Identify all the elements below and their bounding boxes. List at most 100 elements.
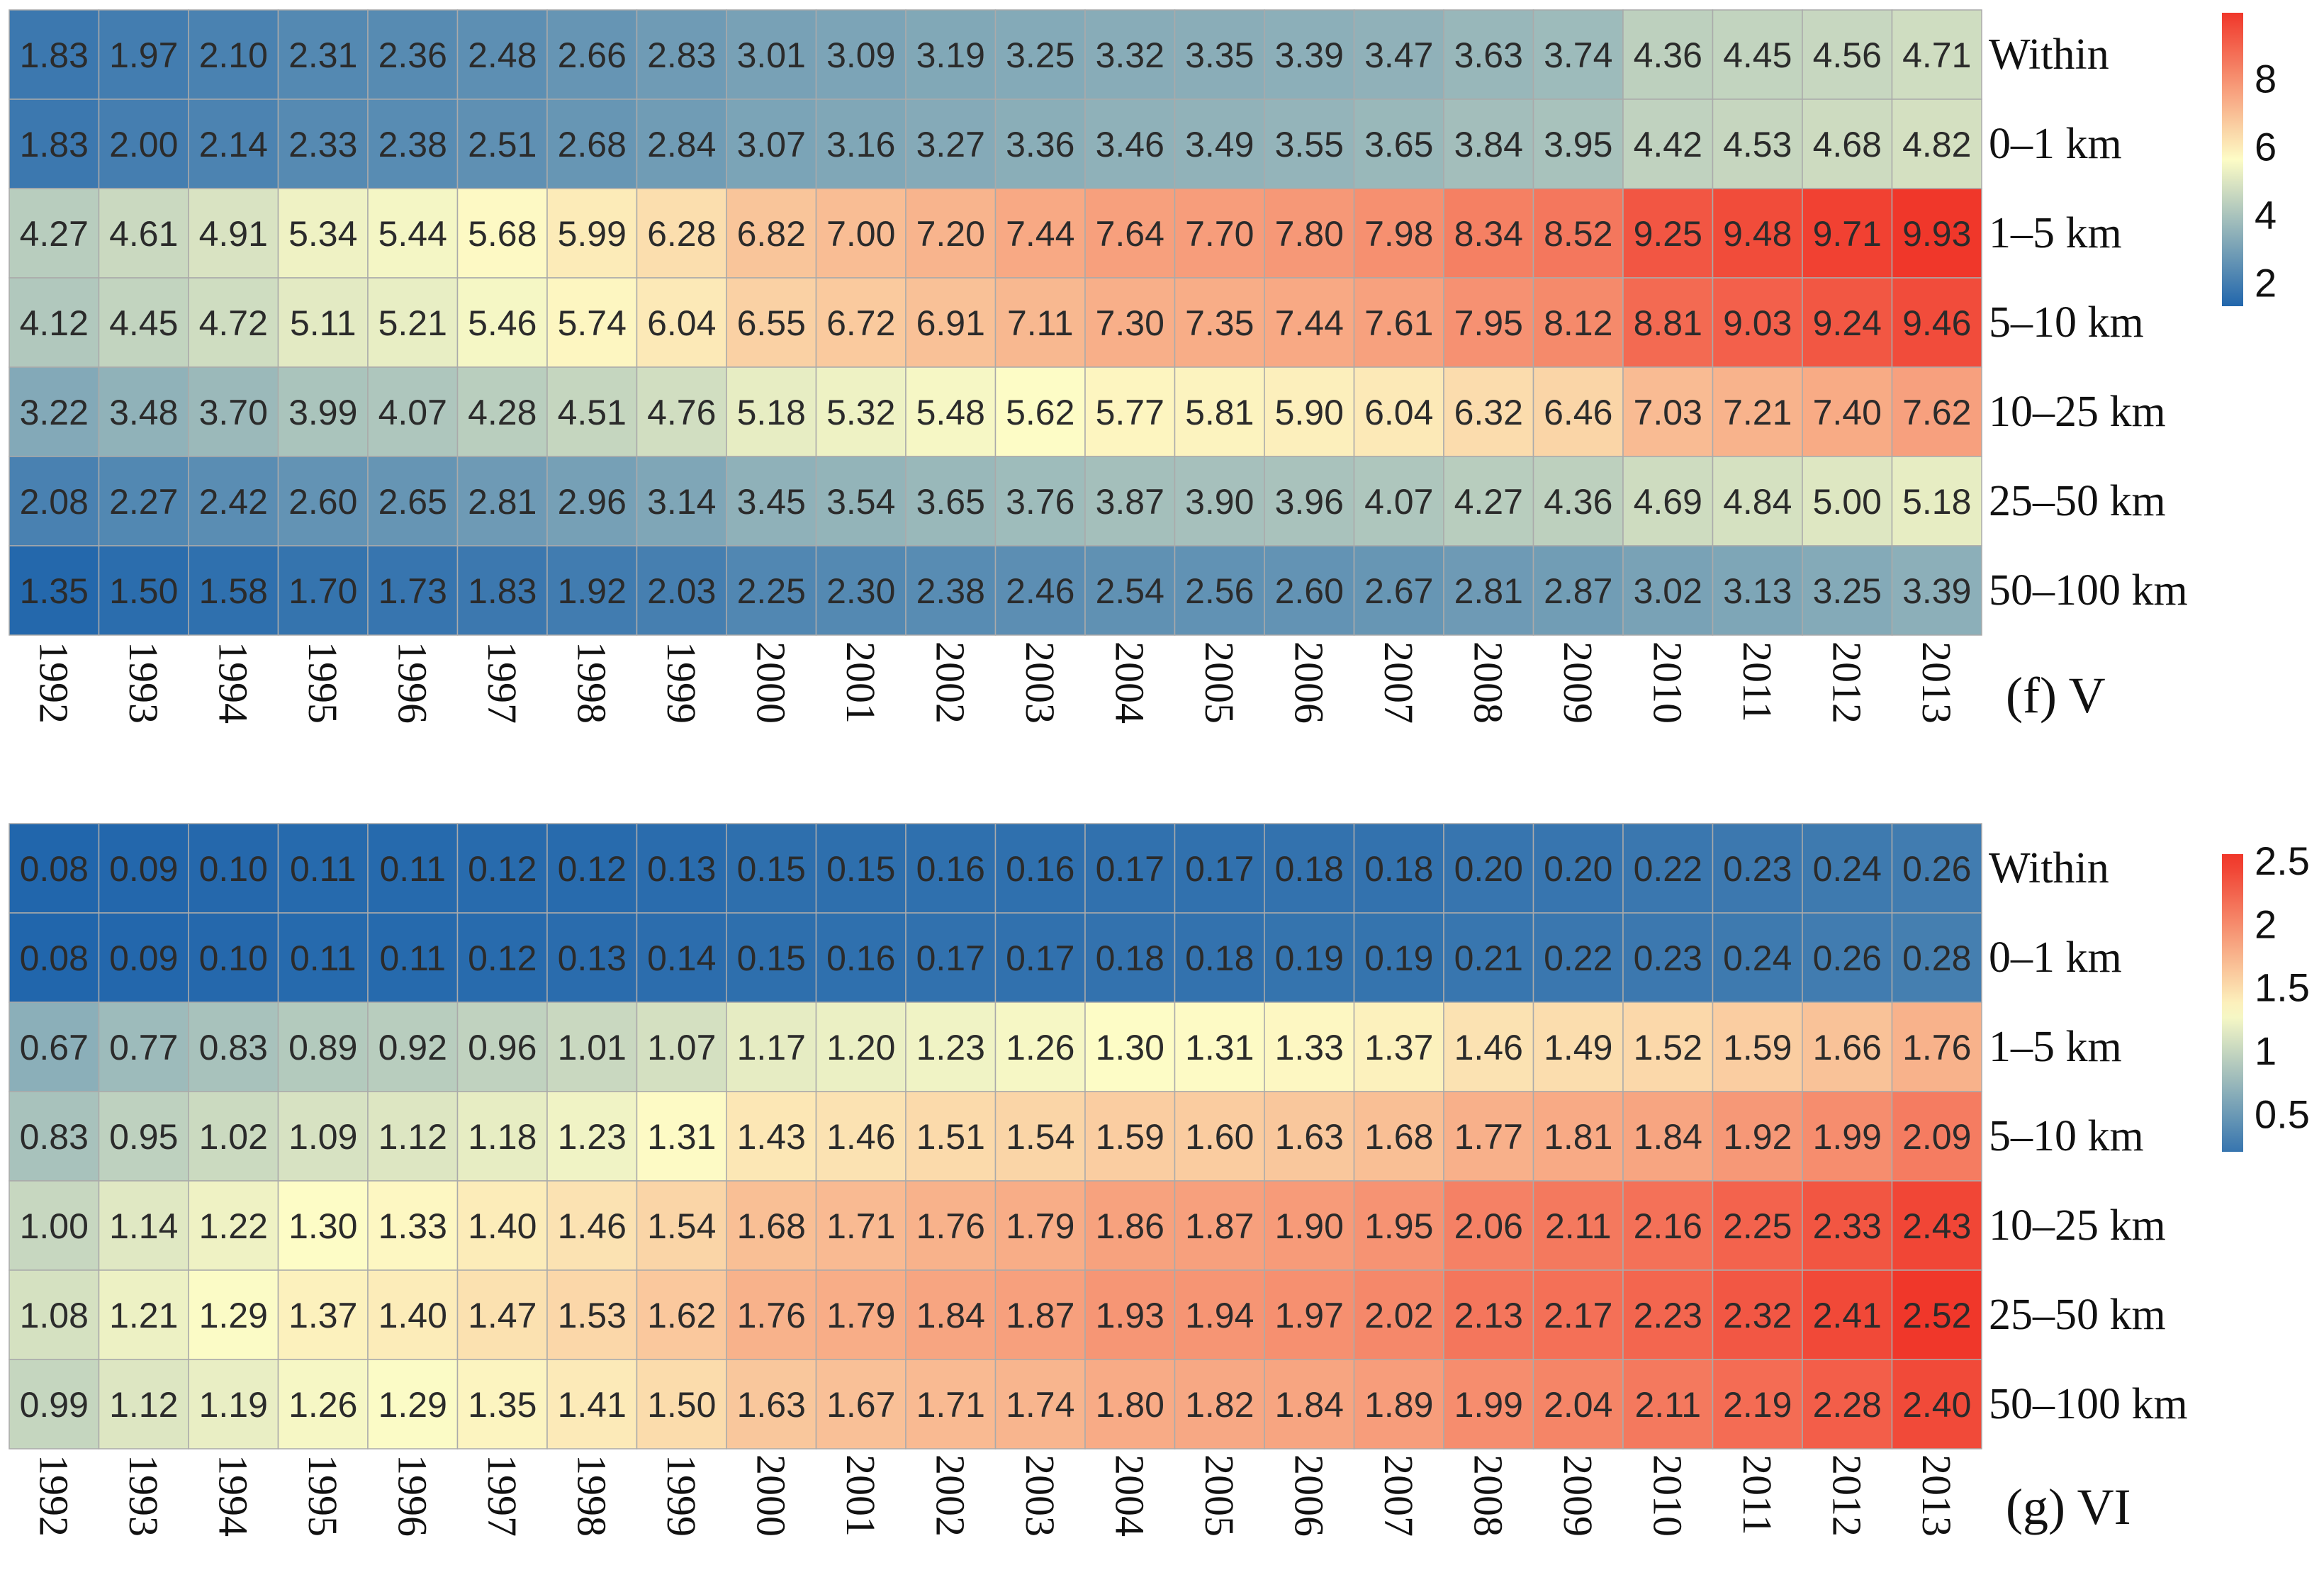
cell-value-label: 4.28 [468,393,537,432]
cell-value-label: 1.97 [1275,1296,1344,1335]
cell-value-label: 1.51 [916,1117,985,1157]
heatmap-cell [1712,823,1803,914]
heatmap-cell [277,1180,369,1271]
cell-value-label: 1.95 [1364,1206,1433,1246]
cell-value-label: 5.18 [1902,482,1971,522]
heatmap-cell [1353,1269,1444,1360]
heatmap-cell [1891,456,1982,546]
colorbar-tick-label: 0.5 [2255,1092,2310,1136]
cell-value-label: 3.25 [1813,571,1882,611]
cell-value-label: 7.80 [1275,214,1344,254]
heatmap-cell [1891,1269,1982,1360]
heatmap-cell [815,545,906,636]
heatmap-cell [1353,456,1444,546]
cell-value-label: 1.33 [378,1206,447,1246]
cell-value-label: 8.34 [1454,214,1523,254]
heatmap-cell [1353,277,1444,368]
heatmap-cell [1802,456,1893,546]
cell-value-label: 5.90 [1275,393,1344,432]
heatmap-cell [1891,545,1982,636]
cell-value-label: 1.82 [1185,1385,1254,1425]
heatmap-cell [815,366,906,457]
cell-value-label: 7.44 [1006,214,1074,254]
cell-value-label: 0.24 [1723,938,1792,978]
year-tick-label: 2001 [838,641,884,724]
cell-value-label: 2.23 [1634,1296,1702,1335]
cell-value-label: 0.21 [1454,938,1523,978]
cell-value-label: 0.08 [20,938,89,978]
heatmap-cell [9,912,100,1003]
cell-value-label: 1.68 [737,1206,806,1246]
cell-value-label: 1.86 [1096,1206,1164,1246]
heatmap-cell [1802,823,1893,914]
cell-value-label: 2.30 [826,571,895,611]
heatmap-cell [1084,277,1176,368]
heatmap-cell [1891,823,1982,914]
cell-value-label: 2.54 [1096,571,1164,611]
heatmap-cell [188,1359,279,1450]
heatmap-cell [456,823,548,914]
heatmap-cell [1712,1002,1803,1092]
cell-value-label: 3.70 [199,393,268,432]
cell-value-label: 2.06 [1454,1206,1523,1246]
heatmap-cell [1622,1180,1714,1271]
cell-value-label: 1.73 [378,571,447,611]
heatmap-cell [98,912,189,1003]
heatmap-cell [1712,545,1803,636]
cell-value-label: 3.27 [916,125,985,164]
cell-value-label: 1.71 [826,1206,895,1246]
heatmap-cell [1264,545,1355,636]
colorbar-tick-label: 2 [2255,902,2277,946]
cell-value-label: 1.35 [20,571,89,611]
heatmap-cell [1712,1359,1803,1450]
heatmap-cell [1174,1359,1265,1450]
year-tick-label: 1997 [479,641,525,724]
heatmap-cell [636,1269,727,1360]
heatmap-cell [1712,366,1803,457]
heatmap-cell [636,9,727,100]
cell-value-label: 1.59 [1096,1117,1164,1157]
heatmap-cell [1712,277,1803,368]
colorbar [2222,854,2243,1152]
heatmap-cell [815,1091,906,1182]
cell-value-label: 3.95 [1544,125,1612,164]
cell-value-label: 0.17 [1185,849,1254,889]
cell-value-label: 1.12 [378,1117,447,1157]
heatmap-cell [1353,99,1444,189]
heatmap-cell [1174,1269,1265,1360]
cell-value-label: 0.09 [109,938,178,978]
cell-value-label: 2.16 [1634,1206,1702,1246]
cell-value-label: 3.74 [1544,35,1612,75]
cell-value-label: 0.96 [468,1028,537,1067]
cell-value-label: 5.44 [378,214,447,254]
heatmap-cell [1353,1359,1444,1450]
heatmap-cell [994,823,1086,914]
cell-value-label: 9.48 [1723,214,1792,254]
heatmap-cell [1622,1002,1714,1092]
year-tick-label: 1993 [120,1454,167,1537]
cell-value-label: 1.40 [378,1296,447,1335]
year-tick-label: 1996 [389,1454,435,1537]
cell-value-label: 1.77 [1454,1117,1523,1157]
cell-value-label: 7.98 [1364,214,1433,254]
cell-value-label: 7.62 [1902,393,1971,432]
row-label: 0–1 km [1989,120,2122,168]
heatmap-cell [9,277,100,368]
cell-value-label: 1.99 [1813,1117,1882,1157]
cell-value-label: 1.40 [468,1206,537,1246]
heatmap-cell [188,277,279,368]
heatmap-cell [726,823,817,914]
cell-value-label: 1.50 [109,571,178,611]
row-label: 25–50 km [1989,1291,2166,1339]
cell-value-label: 2.11 [1545,1206,1612,1246]
heatmap-cell [636,456,727,546]
row-label: 0–1 km [1989,933,2122,982]
heatmap-cell [636,1180,727,1271]
cell-value-label: 1.84 [1634,1117,1702,1157]
cell-value-label: 4.56 [1813,35,1882,75]
heatmap-cell [994,9,1086,100]
heatmap-cell [1891,366,1982,457]
heatmap-cell [277,366,369,457]
cell-value-label: 4.12 [20,303,89,343]
cell-value-label: 1.74 [1006,1385,1074,1425]
